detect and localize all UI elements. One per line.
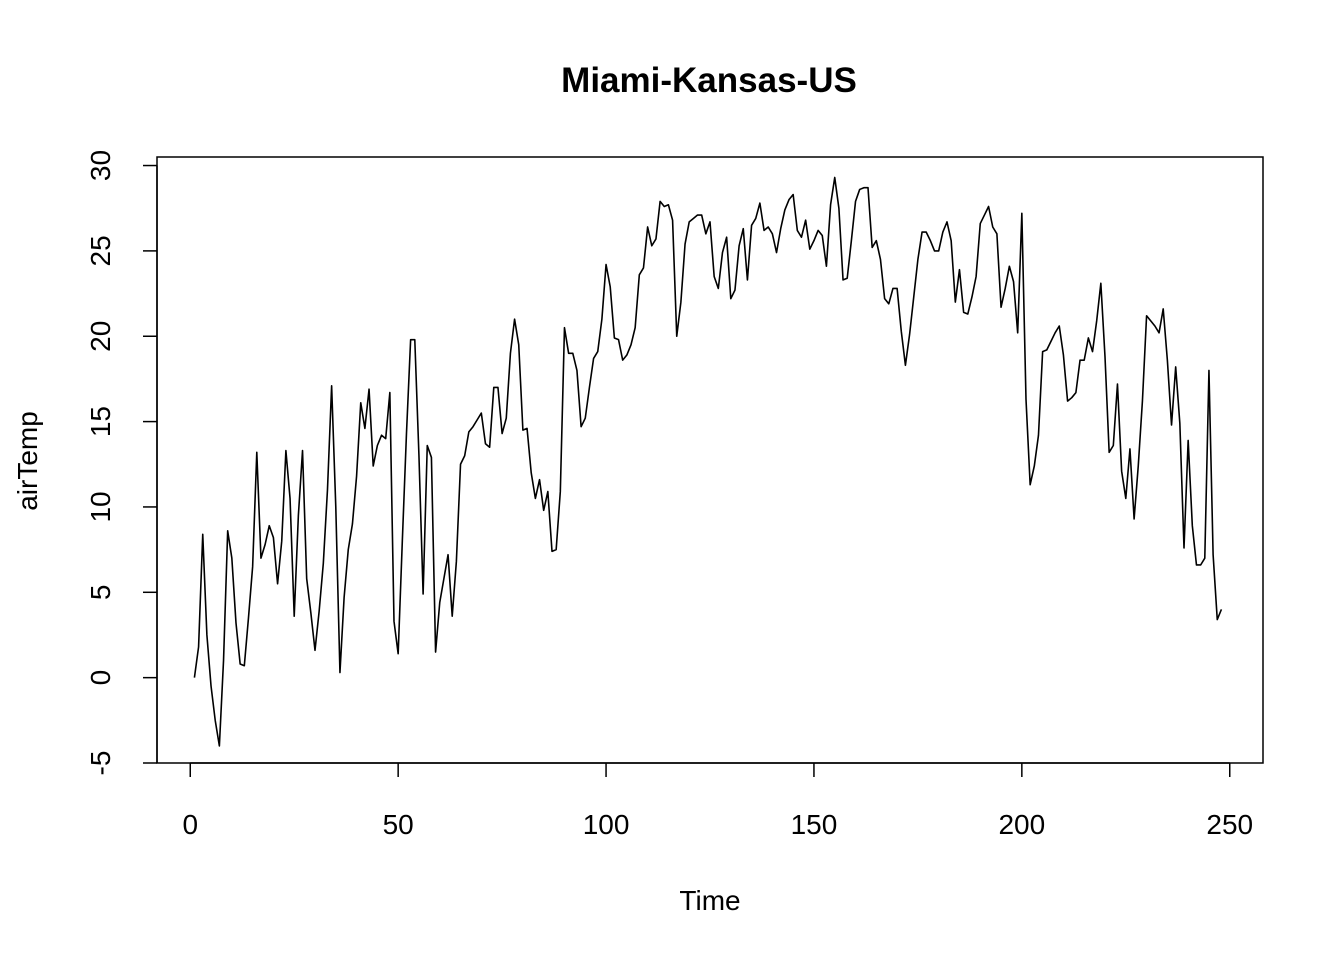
series-line (193, 176, 1223, 747)
data-points (193, 176, 1222, 746)
plot-frame (156, 156, 1264, 764)
x-tick-label: 50 (383, 809, 414, 840)
x-tick-label: 150 (791, 809, 838, 840)
x-tick-label: 250 (1206, 809, 1253, 840)
x-tick-label: 200 (998, 809, 1045, 840)
x-axis-label: Time (679, 885, 740, 916)
y-tick-label: 10 (85, 491, 116, 522)
x-tick-label: 0 (182, 809, 198, 840)
y-tick-label: 25 (85, 235, 116, 266)
y-tick-label: -5 (85, 751, 116, 776)
chart-title: Miami-Kansas-US (561, 61, 857, 100)
y-tick-label: 20 (85, 321, 116, 352)
x-axis: 0 50 100 150 200 250 (182, 762, 1253, 840)
x-tick-label: 100 (583, 809, 630, 840)
y-tick-label: 0 (85, 670, 116, 686)
y-axis-label: airTemp (12, 411, 43, 511)
y-tick-label: 30 (85, 150, 116, 181)
y-axis: -5 0 5 10 15 20 25 30 (85, 150, 158, 776)
y-tick-label: 15 (85, 406, 116, 437)
y-tick-label: 5 (85, 585, 116, 601)
